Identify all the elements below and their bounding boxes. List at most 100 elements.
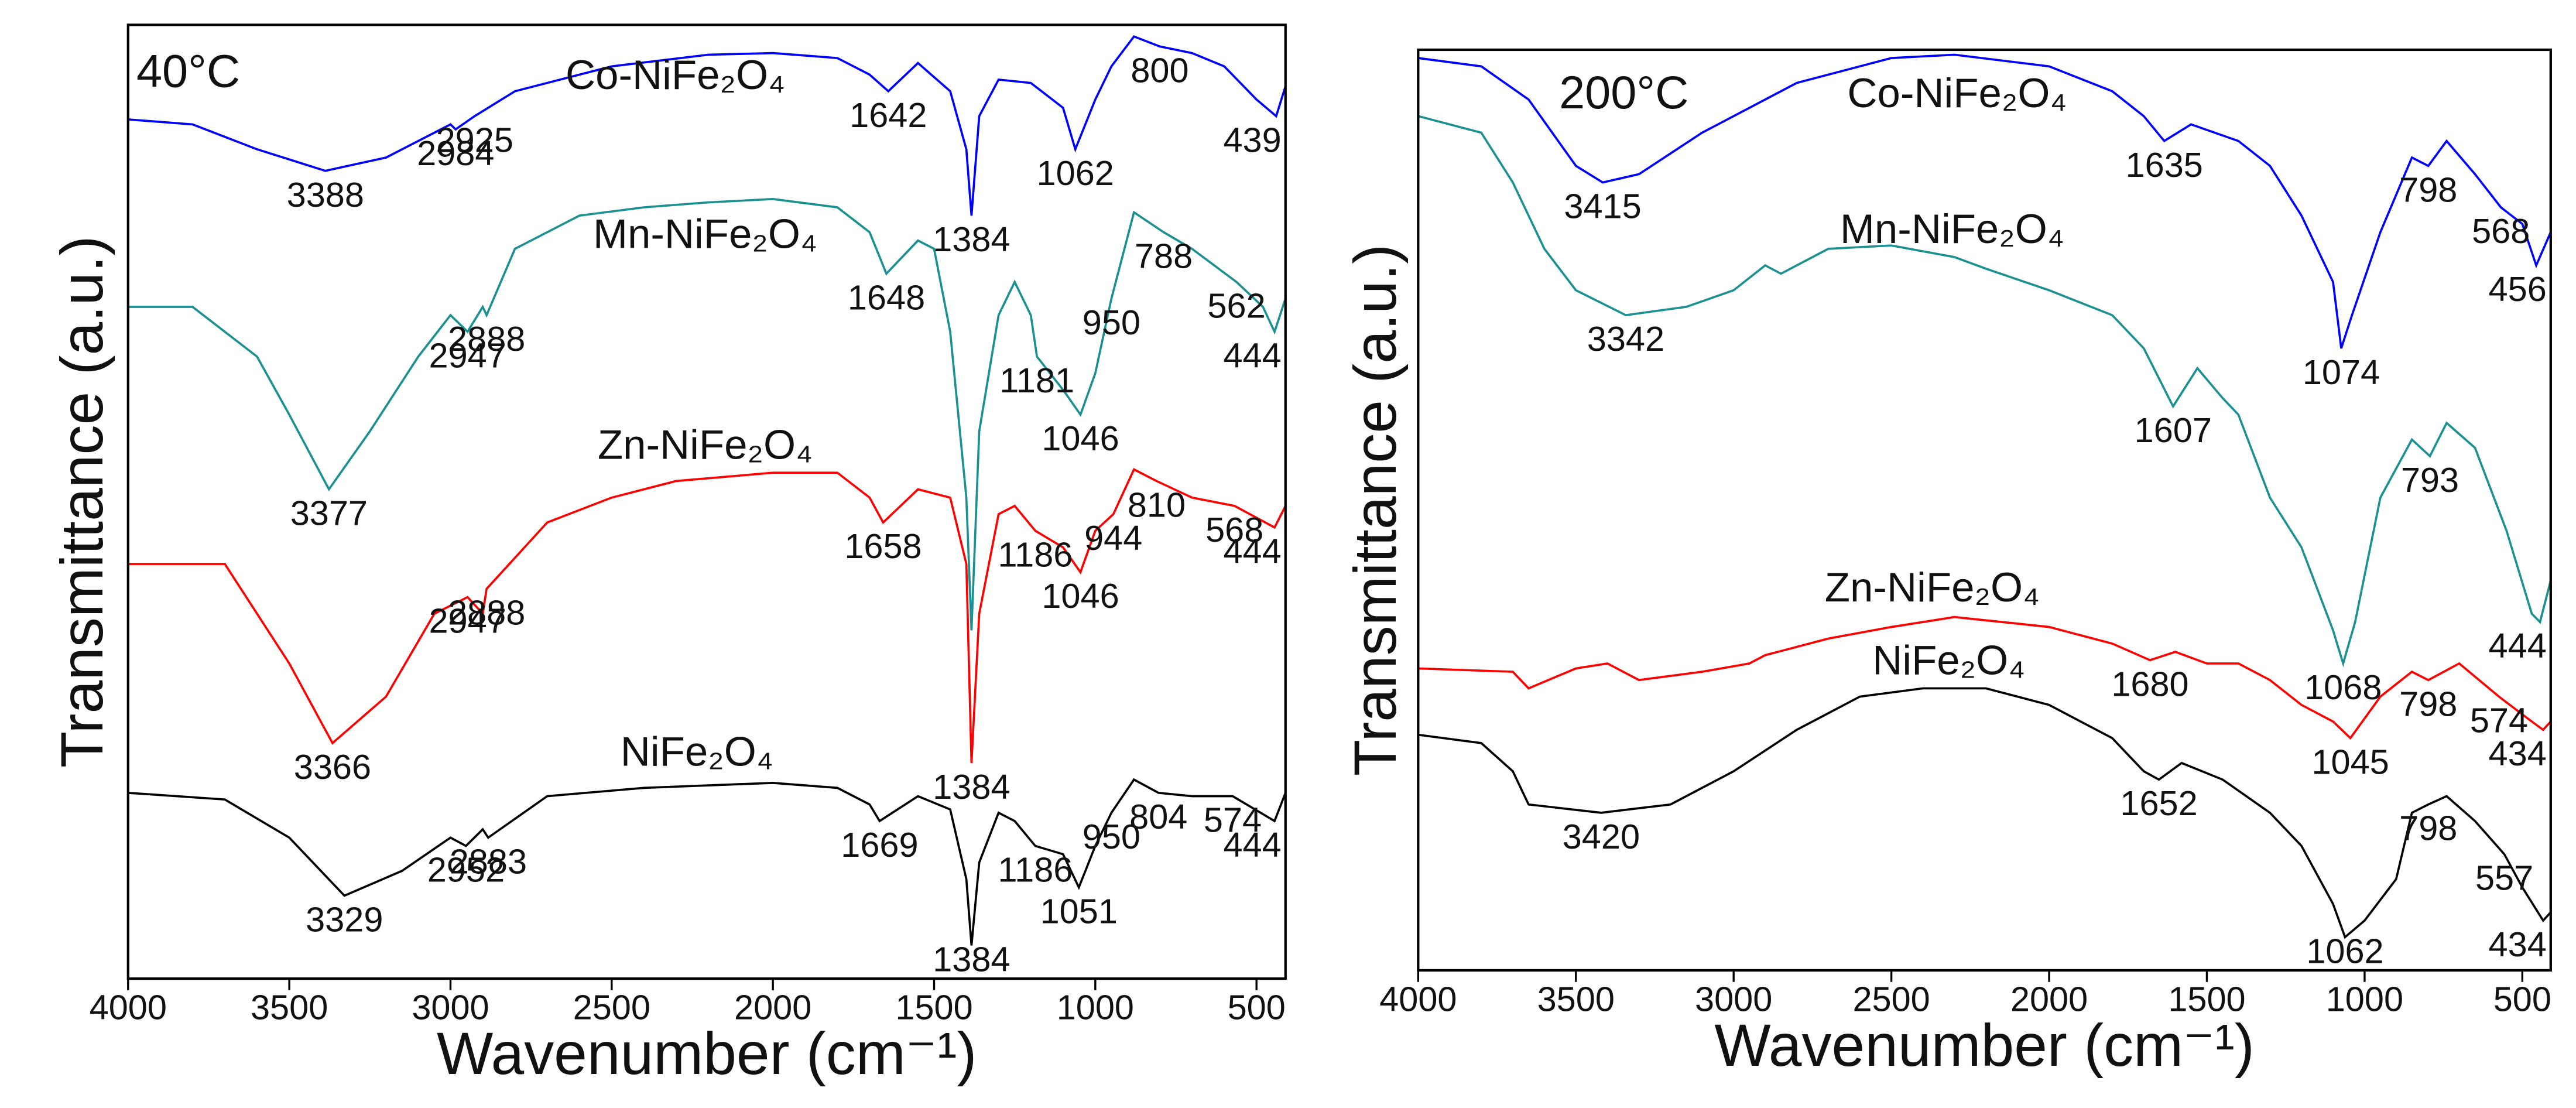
- x-tick-label: 2000: [2010, 979, 2088, 1018]
- spectrum-line: [128, 198, 1287, 631]
- peak-label: 3415: [1564, 187, 1641, 226]
- peak-label: 798: [2399, 684, 2457, 723]
- plot-frame: [126, 23, 1287, 980]
- peak-label: 2947: [429, 601, 506, 641]
- peak-label: 3420: [1563, 817, 1640, 856]
- x-tick-label: 2500: [573, 988, 650, 1027]
- peak-label: 788: [1135, 237, 1193, 276]
- series-name: Mn-NiFe₂O₄: [1840, 206, 2064, 252]
- peak-label: 3366: [294, 747, 371, 786]
- peak-label: 3377: [290, 494, 368, 533]
- peak-label: 1186: [998, 535, 1073, 574]
- y-axis-label: Transmittance (a.u.): [49, 236, 115, 768]
- series-name: Co-NiFe₂O₄: [566, 52, 785, 98]
- x-tick-label: 4000: [90, 988, 167, 1027]
- peak-label: 444: [1223, 336, 1281, 375]
- panel-title: 200°C: [1559, 66, 1688, 118]
- peak-label: 456: [2489, 269, 2547, 309]
- spectrum-line: [128, 35, 1287, 216]
- x-tick-label: 3500: [1537, 979, 1615, 1018]
- peak-label: 444: [1223, 532, 1281, 571]
- peak-label: 1652: [2120, 784, 2197, 823]
- peak-label: 1051: [1040, 891, 1118, 931]
- series-name: NiFe₂O₄: [1872, 638, 2025, 684]
- series-name: Zn-NiFe₂O₄: [598, 422, 813, 468]
- x-tick-label: 1500: [2168, 979, 2245, 1018]
- peak-label: 1607: [2135, 411, 2212, 450]
- peak-label: 798: [2399, 170, 2457, 209]
- peak-label: 434: [2489, 734, 2547, 773]
- peak-label: 1384: [933, 939, 1010, 979]
- spectrum-line: [1417, 115, 2552, 668]
- x-tick-label: 2500: [1852, 979, 1930, 1018]
- peak-label: 800: [1131, 50, 1188, 90]
- peak-label: 568: [2472, 211, 2530, 251]
- series-name: NiFe₂O₄: [621, 729, 773, 775]
- peak-label: 1046: [1042, 419, 1119, 458]
- peak-label: 1045: [2312, 742, 2389, 781]
- peak-label: 2888: [448, 593, 525, 632]
- y-axis-label: Transmittance (a.u.): [1342, 244, 1409, 776]
- peak-label: 568: [1205, 510, 1263, 549]
- x-tick-label: 1000: [2326, 979, 2403, 1018]
- peak-label: 1046: [1042, 576, 1119, 615]
- x-tick-label: 1500: [895, 988, 972, 1027]
- peak-label: 1669: [841, 825, 918, 864]
- peak-label: 2984: [417, 134, 494, 173]
- spectrum-line: [128, 778, 1287, 946]
- peak-label: 3329: [306, 900, 383, 939]
- peak-label: 1062: [2306, 931, 2383, 970]
- peak-label: 1181: [999, 361, 1074, 400]
- peak-label: 1680: [2111, 664, 2188, 703]
- x-tick-label: 500: [2493, 979, 2551, 1018]
- peak-label: 1074: [2303, 353, 2380, 392]
- peak-label: 1635: [2126, 145, 2203, 184]
- peak-label: 557: [2475, 859, 2533, 898]
- spectrum-line: [1418, 687, 2552, 939]
- peak-label: 798: [2399, 809, 2457, 848]
- peak-label: 1642: [849, 95, 927, 135]
- series-name: Co-NiFe₂O₄: [1847, 70, 2067, 117]
- peak-label: 2888: [448, 319, 525, 358]
- peak-label: 793: [2401, 460, 2459, 500]
- panel-title: 40°C: [136, 45, 240, 97]
- x-tick-label: 4000: [1379, 979, 1457, 1018]
- peak-label: 944: [1084, 518, 1142, 558]
- peak-label: 810: [1128, 485, 1186, 524]
- peak-label: 1062: [1037, 153, 1114, 193]
- x-tick-label: 3000: [412, 988, 489, 1027]
- series-name: Zn-NiFe₂O₄: [1825, 565, 2040, 611]
- plot-frame: [1417, 48, 2552, 972]
- peak-label: 2883: [450, 842, 527, 881]
- x-tick-label: 500: [1228, 988, 1286, 1027]
- peak-label: 1648: [848, 278, 925, 317]
- peak-label: 2925: [436, 120, 513, 159]
- x-tick-label: 2000: [734, 988, 811, 1027]
- x-tick-label: 1000: [1057, 988, 1134, 1027]
- peak-label: 439: [1223, 120, 1281, 159]
- peak-label: 574: [1204, 801, 1262, 840]
- x-tick-label: 3000: [1695, 979, 1772, 1018]
- x-tick-label: 3500: [251, 988, 328, 1027]
- peak-label: 3388: [287, 175, 364, 214]
- peak-label: 444: [1223, 825, 1281, 864]
- series-name: Mn-NiFe₂O₄: [593, 211, 817, 258]
- peak-label: 562: [1207, 286, 1265, 326]
- peak-label: 804: [1129, 797, 1187, 836]
- peak-label: 1384: [933, 767, 1010, 806]
- spectrum-line: [1418, 615, 2552, 740]
- x-axis-label: Wavenumber (cm⁻¹): [1714, 1012, 2254, 1079]
- peak-label: 1186: [998, 850, 1073, 890]
- peak-label: 1384: [933, 220, 1010, 259]
- peak-label: 434: [2489, 925, 2547, 964]
- spectrum-line: [1418, 53, 2552, 349]
- peak-label: 2947: [429, 336, 506, 375]
- peak-label: 444: [2489, 626, 2547, 665]
- spectrum-line: [128, 468, 1287, 763]
- peak-label: 3342: [1587, 319, 1664, 358]
- peak-label: 1658: [844, 526, 922, 566]
- x-axis-label: Wavenumber (cm⁻¹): [437, 1020, 977, 1087]
- peak-label: 1068: [2304, 668, 2382, 707]
